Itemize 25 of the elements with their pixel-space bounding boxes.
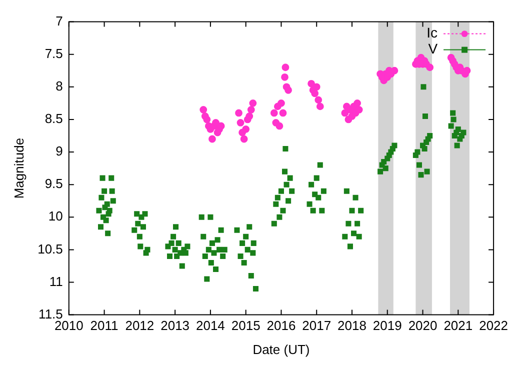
x-axis-title: Date (UT) [252, 342, 310, 357]
x-tick-label: 2017 [302, 318, 332, 334]
x-tick-label: 2022 [479, 318, 508, 334]
x-tick-label: 2016 [266, 318, 296, 334]
x-tick-label: 2018 [338, 318, 366, 334]
y-tick-label: 8.5 [44, 111, 63, 126]
legend-label: Ic [426, 24, 438, 41]
x-tick-label: 2012 [125, 318, 154, 334]
y-axis-title: Magnitude [11, 138, 26, 199]
x-tick-label: 2019 [372, 318, 402, 334]
x-tick-label: 2021 [444, 318, 473, 334]
x-tick-label: 2015 [231, 318, 260, 334]
y-tick-label: 9.5 [44, 176, 63, 192]
y-tick-label: 11 [49, 274, 63, 289]
y-tick-label: 10.5 [38, 241, 63, 256]
x-tick-label: 2014 [196, 318, 225, 334]
legend-label: V [428, 40, 438, 57]
x-tick-label: 2013 [160, 318, 190, 334]
x-tick-label: 2011 [90, 318, 118, 334]
y-tick-label: 8 [56, 78, 63, 94]
y-tick-label: 9 [56, 144, 63, 159]
y-tick-label: 10 [48, 208, 63, 224]
y-tick-label: 7.5 [44, 46, 63, 61]
x-tick-label: 2020 [408, 318, 438, 334]
y-tick-label: 7 [56, 13, 63, 28]
